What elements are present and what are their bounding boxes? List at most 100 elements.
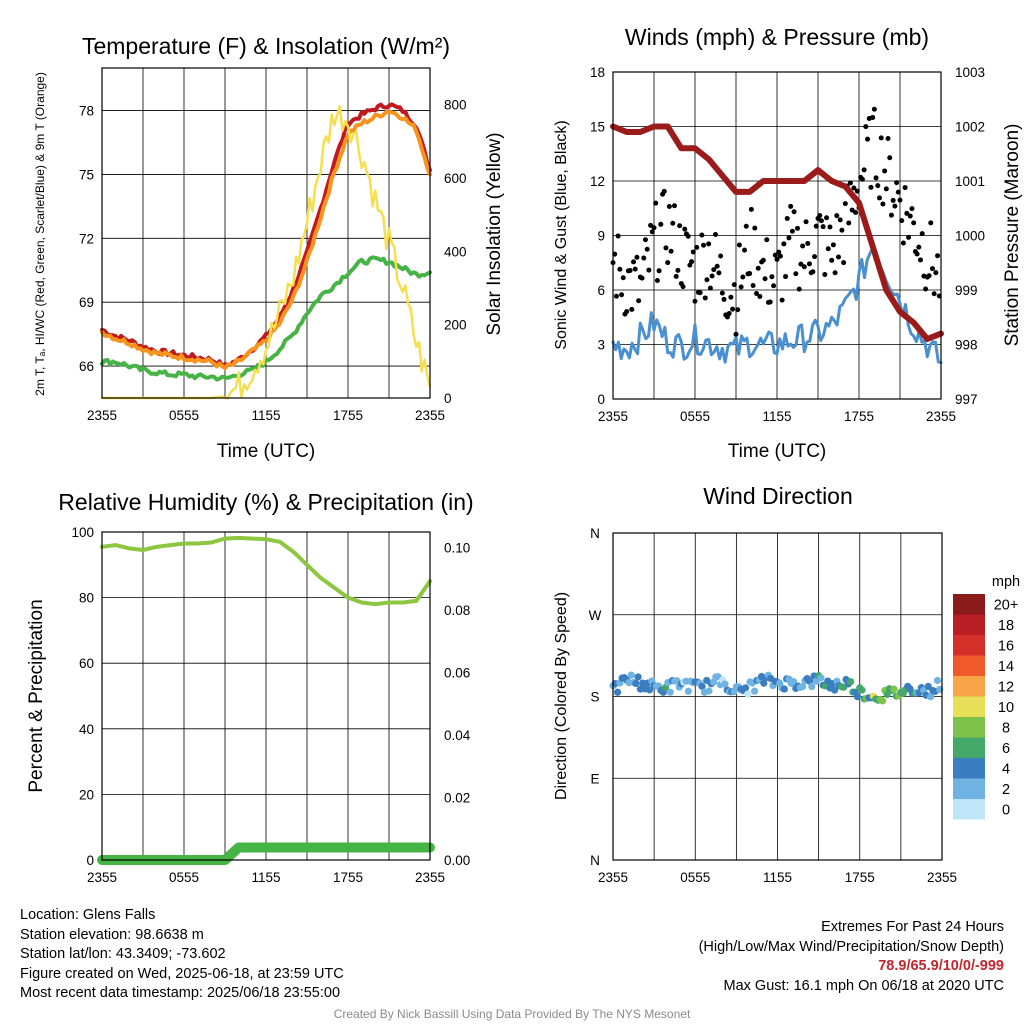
rh-y2tick-label: 0.04 (444, 728, 471, 743)
direction-point (744, 690, 752, 698)
wind-ytick-label: 12 (590, 174, 605, 189)
temp-plot-area (100, 102, 432, 400)
colorbar-swatch (953, 594, 985, 615)
gust-point (806, 261, 812, 267)
credit-text: Created By Nick Bassill Using Data Provi… (333, 1007, 691, 1021)
gust-point (846, 220, 852, 226)
rh-title: Relative Humidity (%) & Precipitation (i… (58, 489, 473, 515)
gust-point (675, 267, 681, 273)
colorbar-swatch (953, 799, 985, 820)
gust-point (818, 218, 824, 224)
wind-xtick-label: 2355 (926, 409, 956, 424)
speed-colorbar: mph 20+ 18 16 14 12 10 8 6 4 2 0 (953, 574, 1020, 820)
gust-point (656, 268, 662, 274)
dir-xtick-label: 2355 (927, 870, 957, 885)
gust-point (731, 282, 737, 288)
dir-xtick-label: 2355 (598, 870, 628, 885)
gust-point (805, 240, 811, 246)
gust-point (923, 286, 929, 292)
colorbar-swatch (953, 655, 985, 676)
gust-point (740, 274, 746, 280)
gust-point (877, 195, 882, 201)
gust-point (918, 257, 923, 263)
gust-point (834, 213, 840, 219)
colorbar-swatch (953, 696, 985, 717)
gust-point (743, 223, 749, 229)
colorbar-swatch (953, 614, 985, 635)
latlon-text: Station lat/lon: 43.3409; -73.602 (20, 946, 226, 962)
rh-ytick-label: 20 (79, 787, 94, 802)
gust-point (789, 228, 795, 234)
gust-point (624, 309, 630, 315)
rh-y2tick-label: 0.02 (444, 791, 470, 806)
gust-point (654, 277, 660, 283)
gust-point (890, 197, 896, 203)
temp-y2tick-label: 200 (444, 318, 467, 333)
dir-ytick-label: E (590, 771, 599, 786)
gust-point (677, 223, 683, 229)
gust-point (757, 293, 763, 299)
gust-point (692, 298, 698, 304)
gust-point (735, 307, 741, 313)
colorbar-label: 20+ (994, 597, 1019, 613)
dir-title: Wind Direction (703, 483, 853, 509)
gust-point (859, 176, 865, 182)
temp-frame (101, 67, 431, 399)
gust-point (713, 231, 718, 237)
direction-point (741, 684, 750, 692)
wind-y2tick-label: 1000 (955, 229, 985, 244)
gust-point (919, 231, 925, 237)
gust-point (868, 184, 874, 190)
gust-point (774, 256, 780, 262)
gust-point (793, 271, 799, 277)
gust-point (863, 124, 869, 130)
gust-point (880, 201, 886, 207)
gust-point (822, 272, 828, 278)
gust-point (795, 225, 800, 231)
gust-point (878, 135, 884, 141)
gust-point (803, 219, 809, 225)
wind-xlabel: Time (UTC) (728, 441, 827, 462)
colorbar-swatch (953, 737, 985, 758)
gust-point (747, 271, 753, 277)
wind-y2tick-label: 1003 (955, 65, 985, 80)
gust-point (854, 188, 860, 194)
wind-ytick-label: 0 (597, 392, 605, 407)
temp-y2tick-label: 0 (444, 391, 452, 406)
gust-point (754, 290, 759, 296)
gust-point (736, 242, 742, 248)
rh-ylabel: Percent & Precipitation (26, 599, 47, 792)
gust-point (702, 295, 708, 301)
wind-xtick-label: 1755 (844, 409, 874, 424)
gust-point (689, 259, 695, 265)
gust-point (801, 264, 807, 270)
direction-point (705, 687, 713, 695)
temp-y2label: Solar Insolation (Yellow) (484, 132, 505, 335)
gust-point (728, 294, 734, 300)
gust-point (907, 213, 913, 219)
gust-point (673, 273, 679, 279)
gust-point (847, 180, 853, 186)
dir-ytick-label: N (590, 853, 600, 868)
gust-point (730, 306, 736, 312)
direction-point (627, 671, 635, 679)
gust-point (704, 277, 710, 283)
gust-point (873, 175, 879, 181)
gust-point (900, 240, 906, 246)
gust-point (716, 270, 722, 276)
gust-point (620, 275, 626, 281)
direction-point (878, 697, 887, 705)
gust-point (897, 197, 903, 203)
dir-gridlines (613, 533, 942, 860)
gust-point (707, 285, 713, 291)
gust-point (842, 201, 848, 207)
rh-ytick-label: 0 (86, 853, 94, 868)
recent-text: Most recent data timestamp: 2025/06/18 2… (20, 985, 341, 1001)
temp-y2tick-label: 600 (444, 171, 467, 186)
gust-point (883, 186, 889, 192)
rh-axis-labels: 2355 0555 1155 1755 2355 0 20 40 60 80 100 0.00 0.02… (71, 525, 470, 885)
wind-y2tick-label: 1001 (955, 174, 985, 189)
temp-axis-labels: 2355 0555 1155 1755 2355 66 69 72 75 78 0 200 400 600… (79, 98, 467, 423)
gust-point (870, 114, 876, 120)
